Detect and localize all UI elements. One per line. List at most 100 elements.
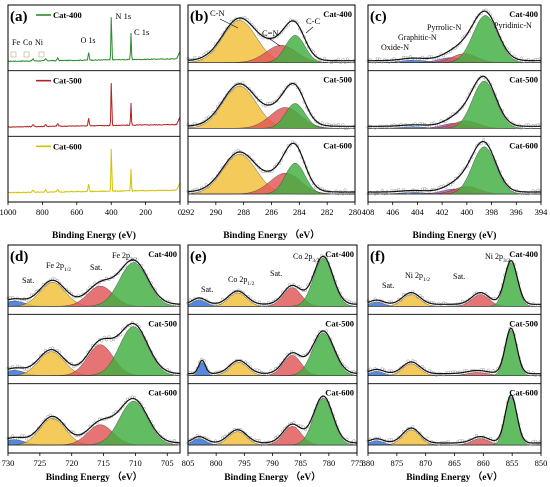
x-tick-label: 292 — [182, 207, 195, 217]
x-tick-label: 402 — [436, 207, 449, 217]
raw-data-point — [477, 77, 481, 81]
fit-component-fe-2p3-2 — [7, 262, 181, 307]
panel-f: Cat-400 Cat-500 Cat-600 880 875 870 865 860 855 8… — [362, 244, 548, 483]
fit-component-pyridinic-n — [367, 80, 542, 129]
x-tick-label: 282 — [321, 207, 334, 217]
raw-data-point — [399, 366, 403, 370]
panel-b: Cat-400 Cat-500 Cat-600 292 290 288 286 284 282 2… — [182, 4, 362, 241]
raw-data-point — [254, 95, 258, 99]
panel-d: Cat-400 Cat-500 Cat-600 730 725 720 715 710 705 B… — [2, 244, 181, 483]
fit-component-fe-2p3-2 — [8, 401, 181, 446]
series-label: Cat-600 — [509, 388, 538, 398]
raw-data-point — [320, 121, 324, 125]
series-label: Cat-400 — [148, 249, 177, 259]
raw-data-point — [119, 268, 123, 272]
panel-e: Cat-400 Cat-500 Cat-600 805 800 795 790 785 780 7… — [182, 244, 363, 483]
raw-data-point — [340, 296, 344, 300]
raw-data-point — [339, 60, 343, 64]
peak-label-c-eq-n: C=N — [262, 28, 279, 38]
peak-label-sat: Sat. — [90, 263, 102, 272]
x-tick-label: 396 — [510, 207, 523, 217]
raw-data-point — [20, 433, 24, 438]
raw-data-point — [401, 364, 405, 368]
panel-frame — [7, 244, 181, 454]
peak-label-sat: Sat. — [382, 281, 394, 290]
raw-data-point — [336, 122, 340, 126]
raw-data-point — [227, 364, 232, 368]
series-label: Cat-400 — [53, 10, 82, 20]
row-1: Cat-400 — [186, 249, 358, 308]
raw-data-point — [505, 183, 509, 187]
annotation-marker — [23, 51, 30, 58]
series-label: Cat-500 — [53, 76, 82, 86]
x-tick-label: 800 — [210, 458, 223, 468]
peak-label-sat: Sat. — [453, 272, 465, 281]
raw-data-point — [193, 370, 197, 374]
x-tick-label: 785 — [294, 458, 307, 468]
raw-data-point — [283, 357, 287, 361]
raw-data-point — [123, 326, 127, 330]
fit-envelope — [7, 397, 180, 444]
x-tick-label: 780 — [322, 458, 335, 468]
series-label: Cat-400 — [509, 9, 538, 19]
row-3: Cat-600 — [186, 140, 356, 196]
annotation-leader — [305, 26, 314, 34]
x-tick-label: 404 — [411, 207, 425, 217]
raw-data-point — [496, 437, 500, 441]
peak-label-co-2p32: Co 2p3/2 — [293, 252, 320, 264]
raw-data-point — [456, 176, 460, 180]
raw-data-point — [216, 41, 220, 45]
panel-label: (a) — [10, 9, 28, 25]
x-tick-label: 288 — [237, 207, 250, 217]
panel-label: (e) — [190, 249, 207, 265]
raw-data-point — [231, 19, 236, 23]
raw-data-point — [36, 426, 41, 430]
annotation: C 1s — [134, 27, 149, 37]
peak-label-fe-2p12: Fe 2p1/2 — [46, 261, 71, 273]
x-axis-label: Binding Energy （eV） — [224, 471, 321, 483]
raw-data-point — [116, 410, 120, 414]
raw-data-point — [158, 434, 163, 438]
series-label: Cat-500 — [509, 75, 538, 85]
raw-data-point — [276, 297, 280, 301]
raw-data-point — [329, 61, 334, 65]
panel-a: Cat-400 Fe Co Ni O 1s N 1sC 1s Cat-500 Cat-600 1… — [0, 4, 182, 241]
panel-frame — [7, 4, 181, 203]
series-label: Cat-500 — [148, 318, 177, 328]
panel-label: (b) — [190, 9, 208, 25]
raw-data-point — [121, 404, 125, 408]
x-tick-label: 725 — [33, 458, 46, 468]
x-tick-label: 875 — [390, 458, 403, 468]
x-tick-label: 1000 — [0, 207, 17, 217]
raw-data-point — [301, 425, 305, 429]
raw-data-point — [275, 99, 279, 103]
x-tick-label: 865 — [448, 458, 461, 468]
fit-envelope — [7, 322, 181, 375]
x-tick-label: 730 — [2, 458, 15, 468]
raw-data-point — [397, 187, 401, 192]
series-label: Cat-600 — [148, 388, 177, 398]
row-1: Cat-400 — [186, 9, 356, 65]
row-2: Cat-500 — [186, 318, 358, 377]
fit-envelope — [367, 394, 541, 444]
x-tick-label: 850 — [535, 458, 548, 468]
series-label: Cat-600 — [323, 140, 352, 150]
raw-data-point — [161, 298, 165, 302]
fit-envelope — [187, 82, 355, 127]
raw-data-point — [250, 158, 254, 162]
peak-label-graphitic-n: Graphitic-N — [398, 33, 437, 42]
raw-data-point — [343, 188, 347, 192]
fit-envelope — [187, 255, 357, 305]
raw-data-point — [408, 55, 413, 59]
raw-data-point — [236, 148, 240, 152]
raw-data-point — [172, 438, 177, 442]
fit-envelope — [368, 10, 541, 62]
x-tick-label: 280 — [349, 207, 362, 217]
fit-envelope — [367, 327, 541, 375]
row-2: Cat-500 — [186, 75, 356, 130]
row-3: Cat-600 — [7, 141, 181, 194]
series-label: Cat-400 — [509, 249, 538, 259]
x-tick-label: 880 — [362, 458, 375, 468]
raw-data-point — [474, 433, 479, 437]
